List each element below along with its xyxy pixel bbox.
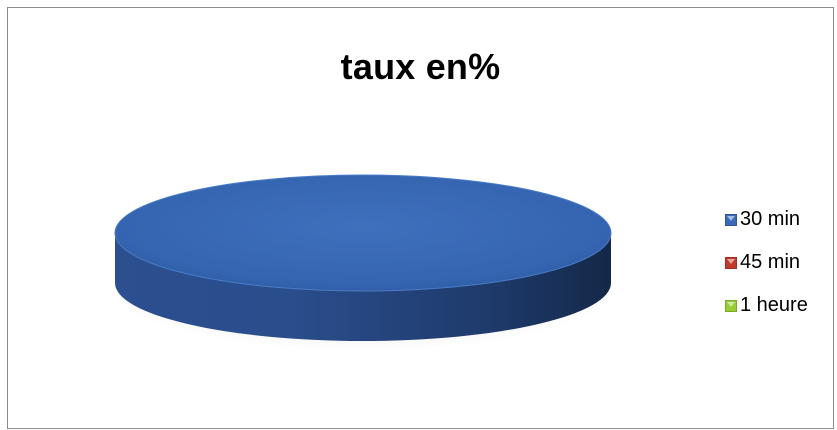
legend-label: 1 heure	[740, 294, 808, 317]
chart-frame: taux en% 30 min	[7, 7, 834, 429]
pie-group	[109, 175, 617, 351]
pie-chart-plot	[8, 8, 835, 430]
pie-slice	[115, 175, 611, 291]
legend-swatch	[725, 300, 737, 312]
legend: 30 min 45 min 1 heure	[725, 206, 808, 319]
legend-item: 1 heure	[725, 292, 808, 319]
legend-label: 45 min	[740, 251, 800, 274]
legend-item: 45 min	[725, 249, 808, 276]
legend-swatch	[725, 257, 737, 269]
legend-swatch	[725, 214, 737, 226]
legend-label: 30 min	[740, 208, 800, 231]
legend-item: 30 min	[725, 206, 808, 233]
